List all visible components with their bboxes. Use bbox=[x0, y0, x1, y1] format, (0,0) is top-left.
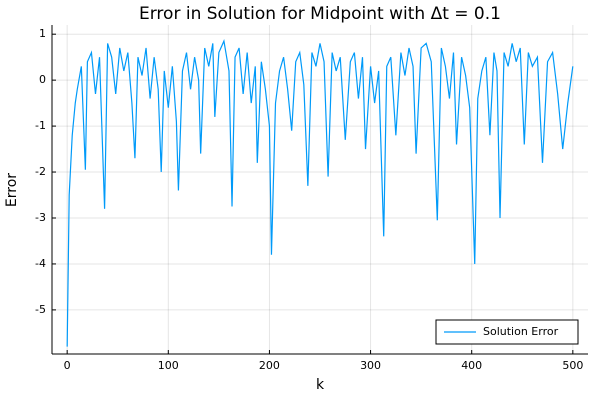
x-tick-label: 0 bbox=[64, 359, 71, 372]
y-axis-label: Error bbox=[4, 173, 20, 207]
legend-label: Solution Error bbox=[483, 325, 559, 338]
y-tick-label: -3 bbox=[35, 211, 46, 224]
x-tick-label: 300 bbox=[360, 359, 381, 372]
x-tick-label: 100 bbox=[158, 359, 179, 372]
y-tick-label: -5 bbox=[35, 303, 46, 316]
y-tick-label: -4 bbox=[35, 257, 46, 270]
y-tick-label: -2 bbox=[35, 165, 46, 178]
chart-title: Error in Solution for Midpoint with Δt =… bbox=[139, 4, 501, 24]
x-tick-label: 500 bbox=[562, 359, 583, 372]
y-tick-label: 0 bbox=[39, 73, 46, 86]
y-tick-label: 1 bbox=[39, 27, 46, 40]
x-tick-label: 200 bbox=[259, 359, 280, 372]
y-tick-label: -1 bbox=[35, 119, 46, 132]
x-axis-label: k bbox=[316, 377, 325, 393]
data-line bbox=[66, 39, 574, 347]
x-tick-label: 400 bbox=[461, 359, 482, 372]
